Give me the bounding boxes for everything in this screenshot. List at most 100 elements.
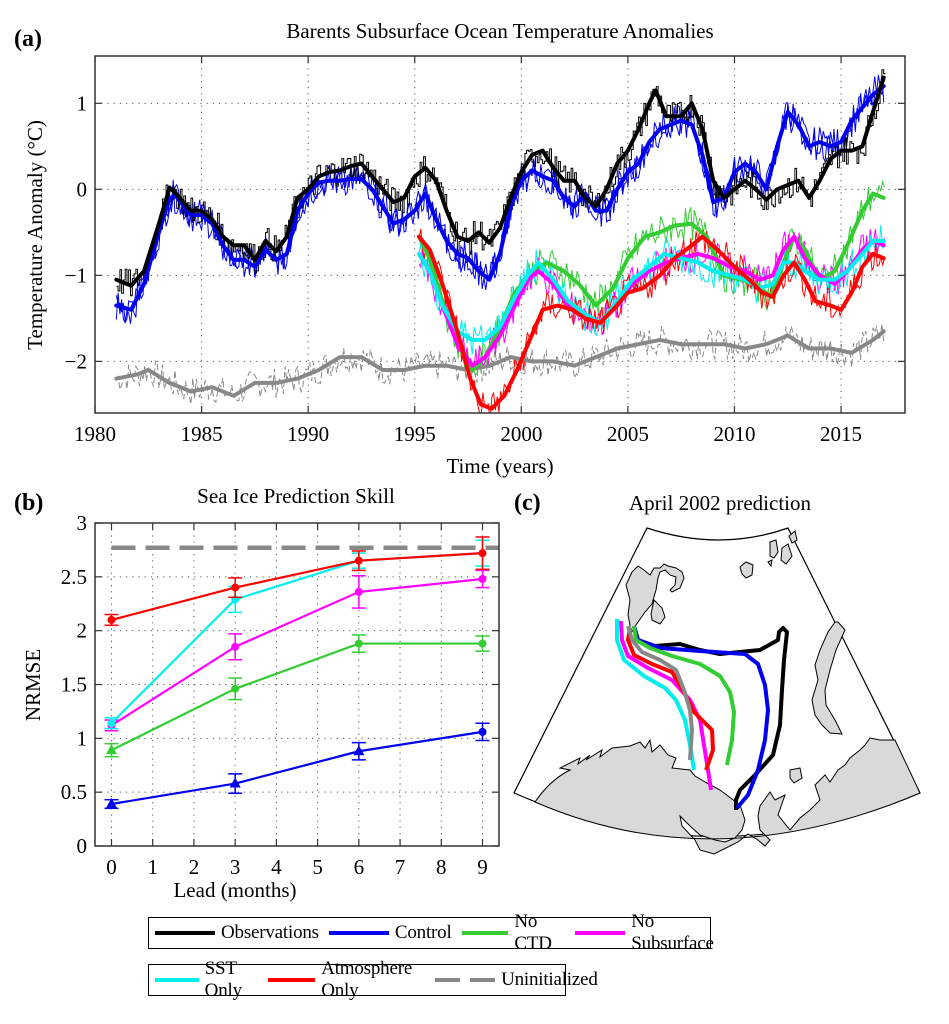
- panel-a-label: (a): [14, 26, 42, 52]
- series-atmosphere-only: [104, 536, 490, 627]
- land-franz-josef-4: [788, 530, 798, 544]
- ice-edge-control: [632, 625, 770, 810]
- panel-b-ticks: 0 1 2 3 4 5 6 7 8 9 0 0.5 1 1.5 2 2.5 3: [61, 511, 499, 879]
- panel-a-ylabel: Temperature Anomaly (°C): [23, 120, 47, 350]
- series-line-atmosphere-only: [417, 234, 886, 411]
- ice-edge-atmosphere-only: [626, 627, 715, 771]
- panel-b-label: (b): [14, 490, 43, 516]
- x-tick-label: 4: [271, 855, 282, 879]
- data-point-circle: [231, 642, 240, 651]
- land-franz-josef-2: [769, 539, 779, 559]
- y-tick-label: 0: [77, 177, 88, 201]
- data-point-circle: [107, 719, 116, 728]
- land-scandinavia: [534, 737, 921, 855]
- panel-a-title: Barents Subsurface Ocean Temperature Ano…: [286, 19, 713, 43]
- x-tick-label: 2000: [500, 422, 542, 446]
- panel-b-prediction-skill: (b) Sea Ice Prediction Skill 0 1 2 3 4 5 6 7 8 9 0…: [14, 484, 500, 902]
- x-tick-label: 2005: [607, 422, 649, 446]
- series-control: [104, 722, 490, 810]
- y-tick-label: 1: [77, 726, 88, 750]
- x-tick-label: 1995: [394, 422, 436, 446]
- series-line-sst-only: [417, 239, 886, 342]
- panel-c-title: April 2002 prediction: [629, 491, 811, 515]
- series-line-no-subsurface: [417, 234, 886, 368]
- land-novaya-zemlya: [811, 621, 846, 735]
- ice-edge-lines: [615, 619, 789, 810]
- monthly-line-uninitialized: [115, 323, 885, 405]
- x-tick-label: 2: [189, 855, 200, 879]
- x-tick-label: 7: [395, 855, 406, 879]
- y-tick-label: 0.5: [61, 780, 87, 804]
- legend-swatch-no-subsurface: [574, 931, 626, 935]
- x-tick-label: 2010: [713, 422, 755, 446]
- land-franz-josef-5: [767, 559, 773, 568]
- x-tick-label: 1: [147, 855, 158, 879]
- x-tick-label: 8: [436, 855, 447, 879]
- data-point-circle: [478, 639, 487, 648]
- series-line-sst-only: [110, 552, 483, 725]
- legend-item-control: Control: [328, 922, 452, 944]
- panel-b-ylabel: NRMSE: [21, 649, 45, 721]
- land-svalbard-south: [650, 598, 666, 625]
- series-no-subsurface: [104, 569, 490, 732]
- legend-item-sst-only: SST Only: [155, 958, 258, 1002]
- ice-edge-no-ctd: [632, 625, 736, 766]
- legend-item-atmosphere-only: Atmosphere Only: [268, 958, 425, 1002]
- x-tick-label: 0: [106, 855, 117, 879]
- y-tick-label: 2.5: [61, 565, 87, 589]
- panel-c-map: (c) April 2002 prediction: [513, 490, 921, 855]
- legend-item-observations: Observations: [155, 922, 319, 944]
- series-sst-only: [104, 539, 490, 730]
- x-tick-label: 1985: [181, 422, 223, 446]
- land-franz-josef-3: [780, 543, 793, 565]
- legend-swatch-sst-only: [155, 978, 199, 982]
- data-point-triangle: [105, 798, 117, 809]
- legend-item-uninitialized: Uninitialized: [435, 969, 598, 991]
- legend-label: SST Only: [204, 958, 242, 1001]
- data-point-circle: [231, 583, 240, 592]
- x-tick-label: 2015: [820, 422, 862, 446]
- data-point-triangle: [105, 744, 117, 755]
- monthly-line-atmosphere-only: [418, 226, 885, 413]
- legend-label: Atmosphere Only: [321, 958, 413, 1001]
- legend-label: Observations: [221, 922, 319, 943]
- land-franz-josef-1: [739, 561, 754, 579]
- data-point-circle: [354, 587, 363, 596]
- data-point-circle: [478, 574, 487, 583]
- x-tick-label: 5: [312, 855, 323, 879]
- series-no-ctd: [104, 634, 490, 758]
- data-point-triangle: [229, 777, 241, 788]
- data-point-triangle: [353, 745, 365, 756]
- y-tick-label: 1.5: [61, 673, 87, 697]
- legend-item-no-ctd: No CTD: [461, 911, 565, 955]
- panel-b-series: [104, 536, 499, 810]
- ice-edge-uninitialized: [626, 625, 694, 761]
- map-body: [513, 527, 921, 855]
- y-tick-label: 2: [77, 619, 88, 643]
- y-tick-label: −2: [65, 349, 87, 373]
- legend-label: No Subsurface: [631, 911, 714, 954]
- series-line-no-ctd: [111, 642, 483, 752]
- panel-a-temperature-anomalies: (a) Barents Subsurface Ocean Temperature…: [14, 19, 906, 478]
- legend-label: Uninitialized: [501, 969, 598, 990]
- legend-label: No CTD: [514, 911, 552, 954]
- legend-swatch-control: [328, 931, 389, 935]
- legend-swatch-no-ctd: [461, 931, 509, 935]
- series-line-uninitialized: [114, 329, 886, 398]
- panel-b-title: Sea Ice Prediction Skill: [197, 484, 395, 508]
- x-tick-label: 1990: [287, 422, 329, 446]
- series-line-observations: [114, 75, 886, 288]
- legend-item-no-subsurface: No Subsurface: [574, 911, 723, 955]
- panel-a-smoothed-lines: [114, 75, 886, 411]
- y-tick-label: −1: [65, 263, 87, 287]
- legend-row-1: Observations Control No CTD No Subsurfac…: [148, 911, 714, 954]
- x-tick-label: 3: [230, 855, 241, 879]
- panel-c-label: (c): [514, 490, 541, 516]
- x-tick-label: 1980: [74, 422, 116, 446]
- data-point-circle: [354, 639, 363, 648]
- x-tick-label: 9: [477, 855, 488, 879]
- x-tick-label: 6: [354, 855, 365, 879]
- land-kolguev-island: [789, 767, 803, 784]
- legend-label: Control: [394, 922, 452, 943]
- data-point-circle: [354, 556, 363, 565]
